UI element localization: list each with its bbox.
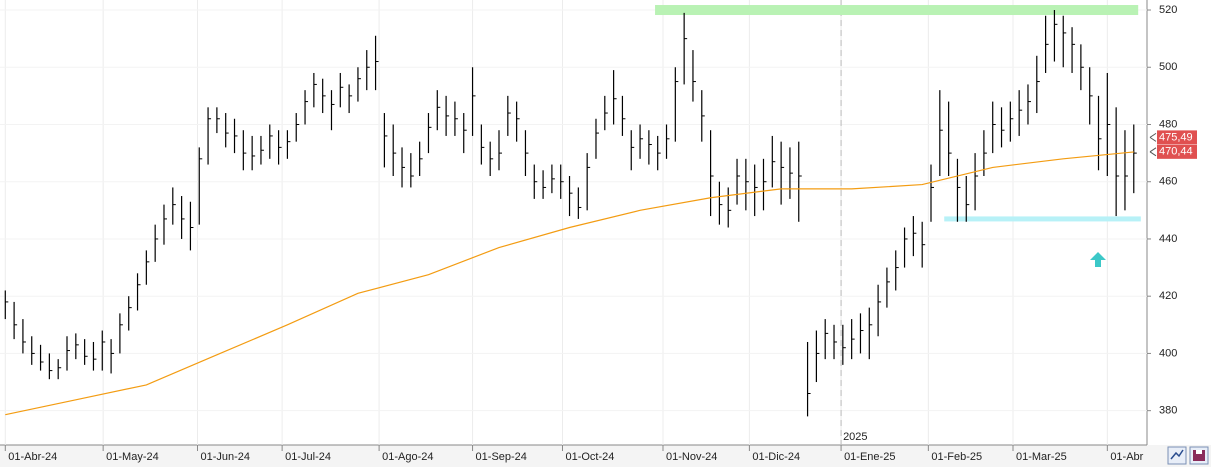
y-tick-label: 480	[1159, 118, 1177, 130]
price-marker-pointer	[1149, 132, 1157, 142]
y-tick-label: 400	[1159, 347, 1177, 359]
x-tick-label: 01-Jun-24	[200, 451, 250, 463]
price-marker	[1157, 130, 1197, 145]
x-tick-label: 01-Ago-24	[382, 451, 433, 463]
y-tick-label: 500	[1159, 61, 1177, 73]
x-tick-label: 01-May-24	[106, 451, 159, 463]
x-tick-label: 01-Mar-25	[1016, 451, 1067, 463]
x-tick-label: 01-Oct-24	[565, 451, 614, 463]
x-tick-label: 01-Dic-24	[752, 451, 800, 463]
x-tick-label: 01-Sep-24	[476, 451, 527, 463]
x-tick-label: 01-Abr-24	[8, 451, 57, 463]
up-arrow	[1090, 252, 1106, 267]
y-tick-label: 520	[1159, 4, 1177, 16]
save-icon-label	[1196, 450, 1202, 454]
x-tick-label: 01-Ene-25	[844, 451, 895, 463]
price-marker	[1157, 144, 1197, 159]
price-marker-pointer	[1149, 147, 1157, 157]
zoom-button[interactable]	[1167, 446, 1187, 465]
x-tick-label: 01-Nov-24	[666, 451, 717, 463]
level-band	[944, 216, 1141, 222]
x-tick-label: 01-Feb-25	[931, 451, 982, 463]
x-tick-label: 01-Abr	[1110, 451, 1143, 463]
zoom-icon	[1170, 449, 1184, 460]
price-marker-label: 475,49	[1159, 131, 1193, 143]
y-tick-label: 460	[1159, 176, 1177, 188]
save-icon	[1193, 450, 1205, 461]
year-label: 2025	[843, 431, 867, 443]
level-band	[655, 5, 1139, 16]
moving-average	[5, 151, 1134, 416]
y-tick-label: 380	[1159, 405, 1177, 417]
x-axis-band	[0, 445, 1211, 467]
y-tick-label: 420	[1159, 290, 1177, 302]
x-tick-label: 01-Jul-24	[285, 451, 331, 463]
y-tick-label: 440	[1159, 233, 1177, 245]
price-marker-label: 470,44	[1159, 146, 1193, 158]
